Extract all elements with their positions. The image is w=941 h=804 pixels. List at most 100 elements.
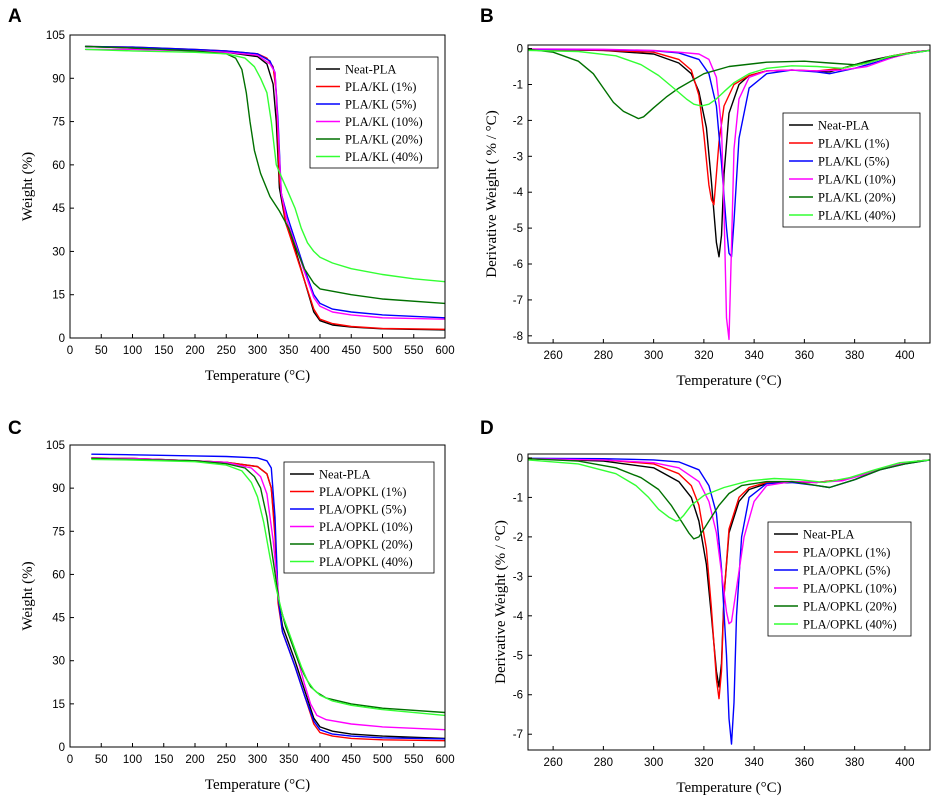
y-tick-label: -5 bbox=[513, 223, 523, 235]
y-tick-label: -2 bbox=[513, 532, 523, 544]
panel-letter: C bbox=[8, 418, 22, 439]
panel-c: C 0 50 100 150 200 250 300 350 400 450 500 550 600 0 15… bbox=[8, 418, 455, 793]
series-line-4 bbox=[528, 48, 930, 341]
legend-label: PLA/KL (20%) bbox=[345, 133, 423, 147]
legend-label: PLA/OPKL (40%) bbox=[803, 618, 897, 632]
x-tick-label: 250 bbox=[217, 754, 236, 766]
x-tick-label: 380 bbox=[845, 757, 864, 769]
y-tick-label: 0 bbox=[517, 453, 523, 465]
y-tick-label: -3 bbox=[513, 571, 523, 583]
panel-b: B 260 280 300 320 340 360 380 400 0 -1 -2 -3 -4 -5 -6 -7… bbox=[480, 6, 931, 389]
x-tick-label: 380 bbox=[845, 350, 864, 362]
y-tick-label: -5 bbox=[513, 650, 523, 662]
series-line-6 bbox=[528, 49, 930, 107]
x-tick-label: 360 bbox=[795, 350, 814, 362]
x-axis-label: Temperature (°C) bbox=[676, 373, 781, 389]
y-tick-label: 0 bbox=[59, 333, 65, 345]
y-tick-label: -1 bbox=[513, 492, 523, 504]
x-tick-label: 100 bbox=[123, 754, 142, 766]
panel-letter: A bbox=[8, 6, 22, 27]
y-tick-label: 15 bbox=[52, 290, 65, 302]
x-tick-label: 150 bbox=[154, 345, 173, 357]
series-line-5 bbox=[528, 48, 930, 120]
y-tick-label: 0 bbox=[517, 44, 523, 56]
legend-label: PLA/KL (1%) bbox=[345, 80, 416, 94]
x-tick-label: 260 bbox=[544, 757, 563, 769]
legend-label: PLA/OPKL (1%) bbox=[319, 485, 406, 499]
legend-label: PLA/OPKL (20%) bbox=[803, 600, 897, 614]
y-tick-label: 45 bbox=[52, 613, 65, 625]
y-tick-label: -2 bbox=[513, 115, 523, 127]
x-tick-label: 250 bbox=[217, 345, 236, 357]
y-axis-label: Weight (%) bbox=[20, 152, 36, 221]
series-line-6 bbox=[528, 459, 930, 522]
legend-label: PLA/OPKL (40%) bbox=[319, 555, 413, 569]
series-line-4 bbox=[528, 458, 930, 625]
legend-label: Neat-PLA bbox=[818, 119, 869, 133]
y-tick-label: 45 bbox=[52, 203, 65, 215]
x-tick-label: 600 bbox=[435, 345, 454, 357]
series-group bbox=[528, 457, 930, 745]
x-tick-label: 500 bbox=[373, 345, 392, 357]
series-line-3 bbox=[528, 48, 930, 258]
legend-label: PLA/KL (1%) bbox=[818, 137, 889, 151]
legend-label: PLA/KL (5%) bbox=[818, 155, 889, 169]
legend-label: PLA/OPKL (10%) bbox=[803, 582, 897, 596]
x-tick-label: 340 bbox=[745, 757, 764, 769]
y-tick-label: 90 bbox=[52, 483, 65, 495]
series-line-3 bbox=[91, 453, 445, 740]
x-tick-label: 300 bbox=[248, 345, 267, 357]
panel-a: A 0 50 100 150 200 250 300 350 400 450 500 550 600 0 15… bbox=[8, 6, 455, 384]
y-tick-label: -1 bbox=[513, 79, 523, 91]
y-tick-label: 75 bbox=[52, 117, 65, 129]
x-tick-label: 450 bbox=[342, 754, 361, 766]
legend-box bbox=[782, 112, 921, 228]
plot-frame bbox=[527, 44, 931, 344]
x-axis-label: Temperature (°C) bbox=[205, 777, 310, 793]
x-tick-label: 350 bbox=[279, 345, 298, 357]
x-tick-label: 320 bbox=[694, 757, 713, 769]
x-tick-label: 300 bbox=[644, 757, 663, 769]
series-group bbox=[91, 453, 445, 742]
legend: Neat-PLA PLA/OPKL (1%) PLA/OPKL (5%) PLA/OP… bbox=[283, 461, 435, 574]
legend-label: Neat-PLA bbox=[803, 528, 854, 542]
panel-d: D 260 280 300 320 340 360 380 400 0 -1 -2 -3 -4 -5 -6 -7… bbox=[480, 418, 931, 796]
y-tick-label: 75 bbox=[52, 526, 65, 538]
legend-label: PLA/KL (10%) bbox=[818, 173, 896, 187]
legend-box bbox=[767, 521, 912, 637]
legend: Neat-PLA PLA/OPKL (1%) PLA/OPKL (5%) PLA/OP… bbox=[767, 521, 912, 637]
legend-box bbox=[309, 56, 439, 169]
y-tick-label: 0 bbox=[59, 742, 65, 754]
x-tick-label: 50 bbox=[95, 754, 108, 766]
y-axis-label: Derivative Weight (% / °C) bbox=[493, 520, 509, 684]
y-tick-label: -4 bbox=[513, 611, 524, 623]
x-tick-label: 100 bbox=[123, 345, 142, 357]
y-tick-label: -8 bbox=[513, 331, 523, 343]
x-tick-label: 340 bbox=[745, 350, 764, 362]
legend: Neat-PLA PLA/KL (1%) PLA/KL (5%) PLA/KL (10… bbox=[782, 112, 921, 228]
x-tick-label: 500 bbox=[373, 754, 392, 766]
x-tick-label: 400 bbox=[310, 345, 329, 357]
series-group bbox=[84, 45, 445, 331]
legend-label: PLA/OPKL (10%) bbox=[319, 520, 413, 534]
legend-label: PLA/KL (40%) bbox=[345, 150, 423, 164]
x-tick-label: 400 bbox=[895, 757, 914, 769]
legend-box bbox=[283, 461, 435, 574]
x-tick-label: 550 bbox=[404, 754, 423, 766]
x-tick-label: 320 bbox=[694, 350, 713, 362]
y-tick-label: 15 bbox=[52, 699, 65, 711]
series-line-6 bbox=[84, 48, 445, 283]
x-axis-label: Temperature (°C) bbox=[676, 780, 781, 796]
y-tick-label: 105 bbox=[46, 30, 65, 42]
panel-letter: B bbox=[480, 6, 494, 27]
x-tick-label: 550 bbox=[404, 345, 423, 357]
y-tick-label: 90 bbox=[52, 73, 65, 85]
series-line-5 bbox=[528, 458, 930, 540]
x-axis-label: Temperature (°C) bbox=[205, 368, 310, 384]
y-tick-label: -7 bbox=[513, 729, 523, 741]
legend-label: PLA/KL (20%) bbox=[818, 191, 896, 205]
x-tick-label: 400 bbox=[895, 350, 914, 362]
legend-label: PLA/OPKL (5%) bbox=[803, 564, 890, 578]
x-tick-label: 280 bbox=[594, 350, 613, 362]
x-tick-label: 0 bbox=[67, 754, 73, 766]
